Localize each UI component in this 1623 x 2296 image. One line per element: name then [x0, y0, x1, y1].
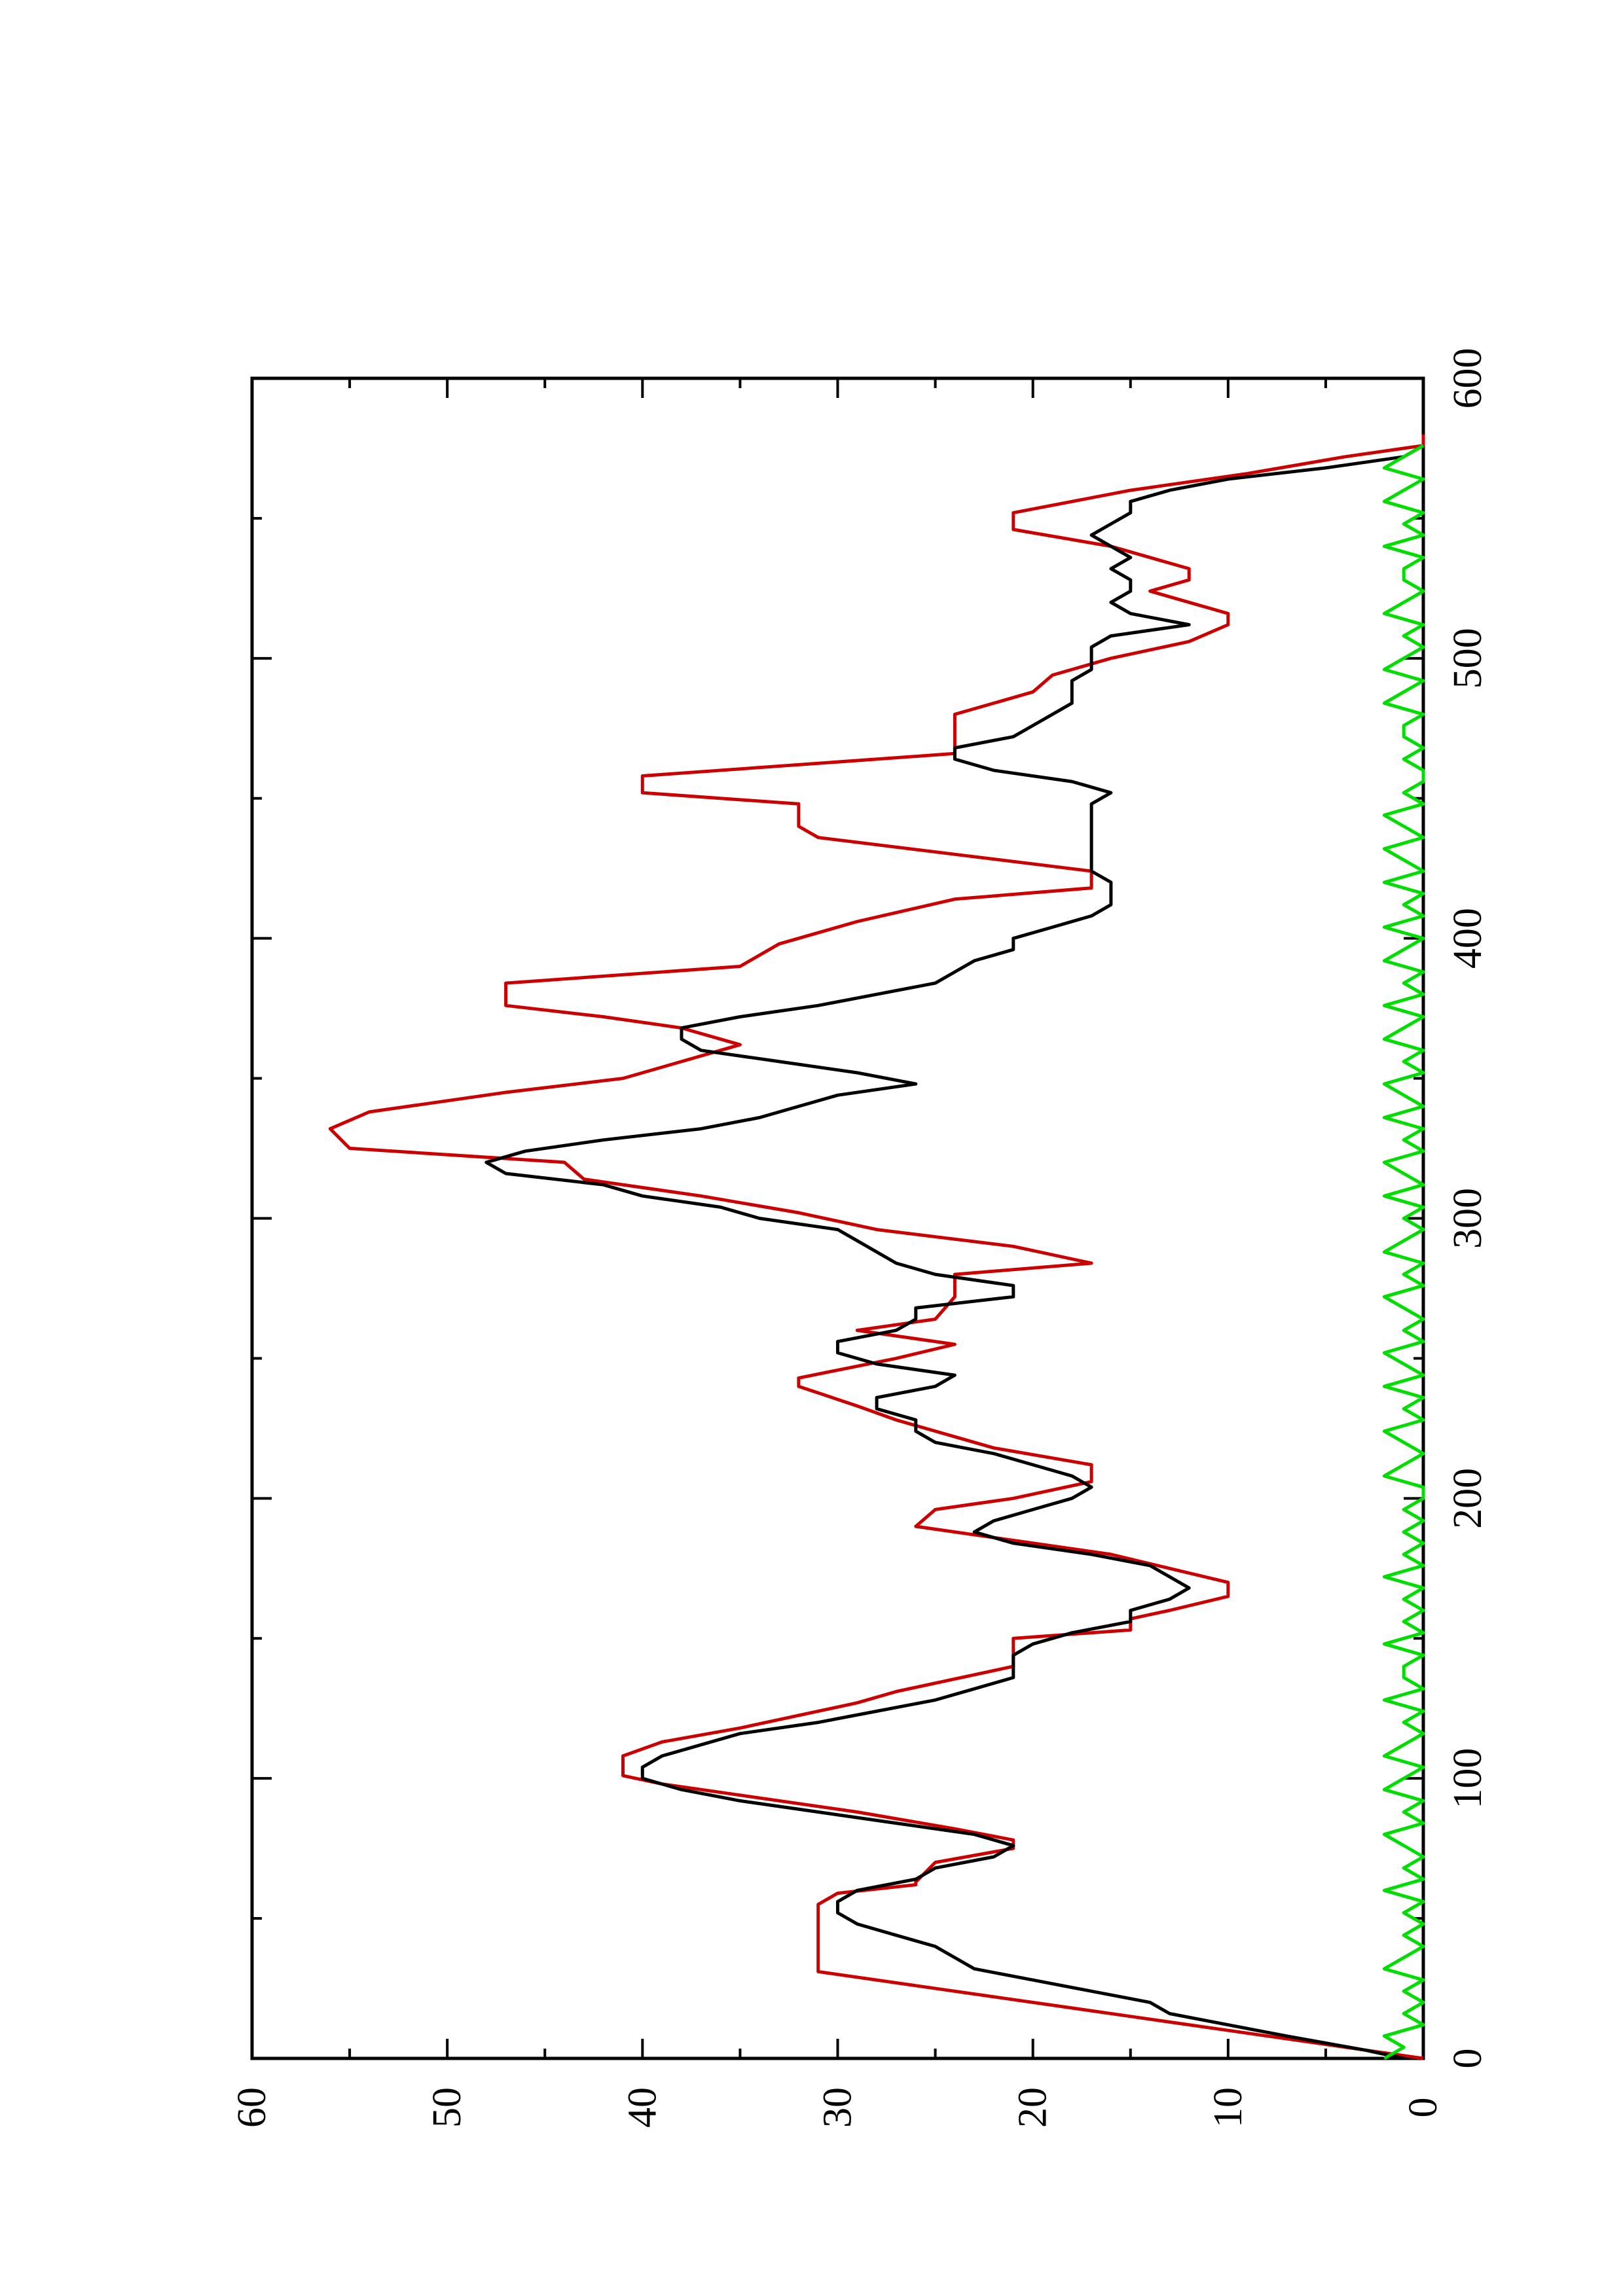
y-tick-label: 10: [1206, 2087, 1250, 2128]
red-series-line: [328, 434, 1425, 2060]
x-tick-label: 500: [1446, 628, 1490, 689]
x-tick-label: 200: [1446, 1468, 1490, 1529]
black-series-line: [484, 444, 1425, 2060]
x-tick-label: 100: [1446, 1748, 1490, 1809]
y-tick-label: 30: [816, 2087, 860, 2128]
x-tick-label: 300: [1446, 1188, 1490, 1249]
y-tick-label: 40: [620, 2087, 665, 2128]
green-series-line: [1382, 444, 1425, 2060]
y-tick-label: 50: [425, 2087, 469, 2128]
plot-frame: [250, 376, 1425, 2060]
chart-axes: 0 100 200 300 400 500 600 0 10 20 30 40 50 60: [230, 348, 1490, 2128]
y-tick-label: 20: [1011, 2087, 1055, 2128]
x-tick-label: 600: [1446, 348, 1490, 409]
x-tick-label: 400: [1446, 908, 1490, 969]
y-tick-label: 60: [230, 2087, 274, 2128]
plot-area: [328, 434, 1425, 2060]
x-tick-label: 0: [1446, 2049, 1490, 2069]
y-tick-label: 0: [1401, 2098, 1446, 2118]
